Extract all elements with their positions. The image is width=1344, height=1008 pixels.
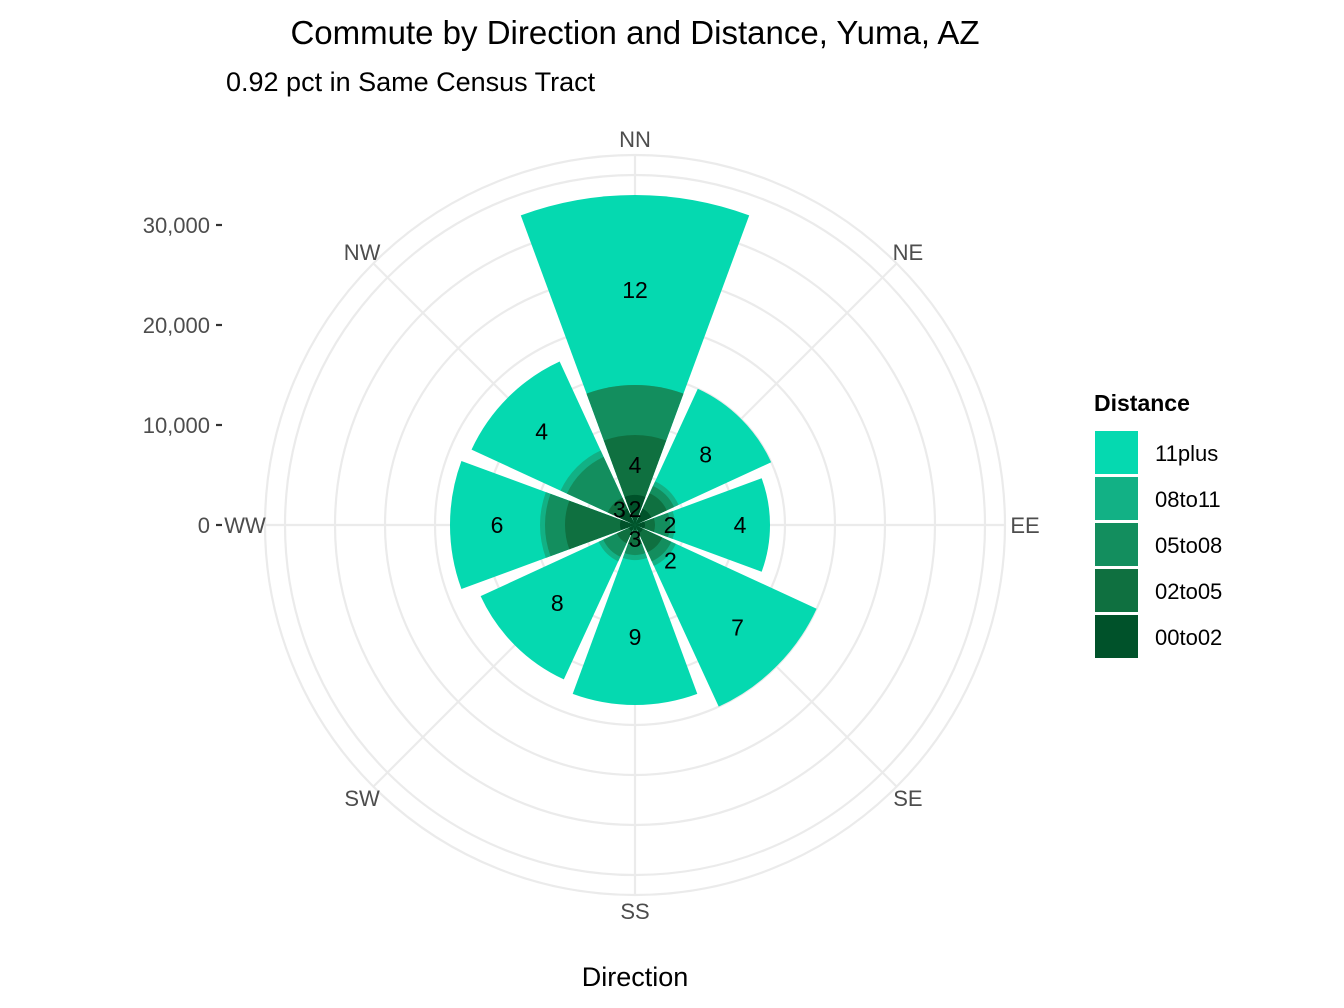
legend: Distance 11plus 08to11 05to08 02to05 00to02 [1094,390,1222,658]
bar-label-NN-1: 4 [629,452,642,478]
legend-label-11plus: 11plus [1155,441,1218,466]
direction-label-EE: EE [1010,513,1039,538]
bar-label-SW-9: 8 [551,590,564,616]
chart-subtitle: 0.92 pct in Same Census Tract [226,67,596,97]
bar-NW-00to02 [618,508,635,525]
direction-label-NN: NN [619,127,651,152]
bar-NE-11plus [635,388,772,525]
bar-WW-00to02 [620,519,635,531]
bar-label-EE-4: 2 [664,512,677,538]
bar-label-EE-3: 4 [734,512,747,538]
bar-SW-00to02 [628,525,635,532]
y-tick-label-2: 20,000 [143,313,210,338]
bar-label-NE-2: 8 [699,441,712,467]
legend-label-08to11: 08to11 [1155,487,1221,512]
legend-label-05to08: 05to08 [1155,533,1222,558]
bar-label-SE-6: 2 [664,547,677,573]
bar-NN-00to02 [624,494,646,525]
direction-label-WW: WW [224,513,266,538]
legend-key-11plus [1095,431,1138,474]
direction-label-SE: SE [893,786,922,811]
bar-label-NW-11: 4 [535,419,548,445]
bar-SE-02to05 [635,525,663,553]
bar-NE-00to02 [635,508,652,525]
bar-label-NN-13: 2 [629,496,642,522]
bar-label-NN-0: 12 [622,277,648,303]
legend-key-00to02 [1095,615,1138,658]
direction-label-SS: SS [620,899,649,924]
bar-label-SS-8: 3 [629,526,642,552]
legend-key-08to11 [1095,477,1138,520]
bar-label-WW-10: 6 [491,512,504,538]
bar-SS-11plus [572,525,698,705]
legend-label-00to02: 00to02 [1155,625,1222,650]
bar-SW-11plus [480,525,635,680]
direction-label-SW: SW [344,786,380,811]
radial-axis: 0 10,000 20,000 30,000 [143,213,222,538]
legend-title: Distance [1094,390,1190,416]
y-tick-label-1: 10,000 [143,413,210,438]
y-tick-label-3: 30,000 [143,213,210,238]
bar-NN-02to05 [603,434,667,525]
bar-SS-00to02 [633,525,637,530]
direction-label-NW: NW [344,240,381,265]
chart-title: Commute by Direction and Distance, Yuma,… [290,14,979,51]
bar-SE-11plus [635,525,817,707]
bar-label-SS-7: 9 [629,624,642,650]
bar-SS-02to05 [628,525,642,545]
bar-SE-00to02 [635,525,644,534]
bar-NN-11plus [520,195,750,525]
bar-label-NW-12: 3 [613,496,626,522]
bar-WW-02to05 [565,500,635,550]
y-tick-label-0: 0 [198,513,210,538]
bar-layer [449,195,817,707]
direction-labels: NN NE EE SE SS SW WW NW [224,127,1039,924]
legend-label-02to05: 02to05 [1155,579,1222,604]
bar-EE-11plus [635,478,771,572]
direction-label-NE: NE [893,240,924,265]
bar-label-SE-5: 7 [731,615,744,641]
bar-EE-00to02 [635,521,645,529]
x-axis-title: Direction [582,962,689,992]
legend-key-05to08 [1095,523,1138,566]
legend-key-02to05 [1095,569,1138,612]
